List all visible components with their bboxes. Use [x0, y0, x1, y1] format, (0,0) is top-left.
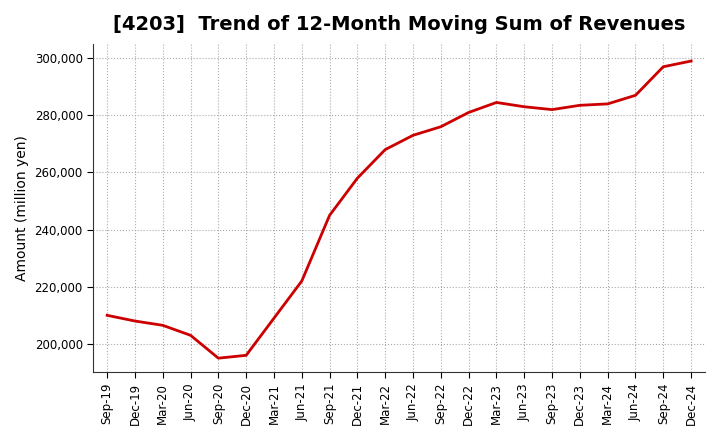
Title: [4203]  Trend of 12-Month Moving Sum of Revenues: [4203] Trend of 12-Month Moving Sum of R… [113, 15, 685, 34]
Y-axis label: Amount (million yen): Amount (million yen) [15, 135, 29, 281]
